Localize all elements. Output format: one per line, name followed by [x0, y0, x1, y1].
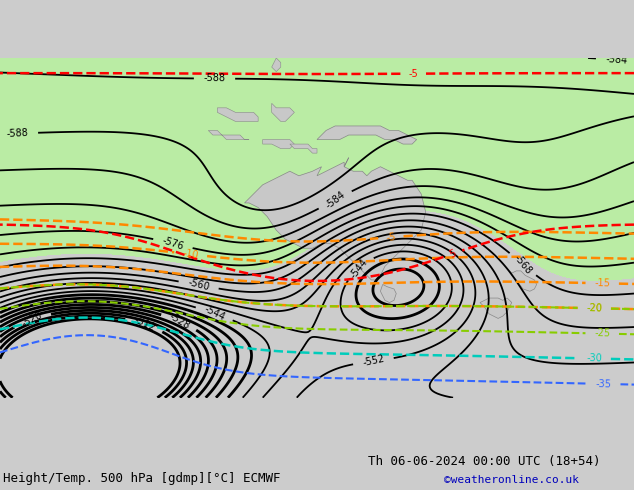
Text: -588: -588	[204, 74, 226, 84]
Polygon shape	[510, 271, 536, 291]
Polygon shape	[262, 140, 294, 148]
Text: -5: -5	[408, 69, 418, 79]
Text: -576: -576	[161, 235, 185, 252]
Polygon shape	[317, 126, 417, 144]
Polygon shape	[209, 130, 249, 140]
Text: -584: -584	[323, 189, 347, 211]
Polygon shape	[380, 285, 396, 302]
Text: -25: -25	[594, 328, 611, 339]
Text: -552: -552	[361, 354, 385, 368]
Text: Height/Temp. 500 hPa [gdmp][°C] ECMWF: Height/Temp. 500 hPa [gdmp][°C] ECMWF	[3, 472, 281, 485]
Polygon shape	[272, 103, 294, 122]
Text: -560: -560	[187, 277, 210, 293]
Text: -584: -584	[605, 54, 628, 65]
Text: 5: 5	[448, 248, 458, 260]
Polygon shape	[480, 298, 512, 319]
Text: -20: -20	[586, 303, 602, 314]
Text: -35: -35	[596, 379, 612, 389]
Text: -20: -20	[586, 303, 602, 314]
Polygon shape	[272, 58, 281, 72]
Text: -15: -15	[594, 278, 611, 289]
Text: -512: -512	[133, 315, 157, 334]
Text: -520: -520	[20, 310, 44, 329]
Text: -544: -544	[348, 256, 370, 280]
Polygon shape	[245, 158, 425, 280]
Text: -588: -588	[6, 128, 29, 139]
Polygon shape	[290, 144, 317, 153]
Text: -544: -544	[202, 304, 226, 323]
Text: -568: -568	[512, 252, 534, 276]
Polygon shape	[217, 108, 258, 122]
Text: Th 06-06-2024 00:00 UTC (18+54): Th 06-06-2024 00:00 UTC (18+54)	[368, 455, 600, 468]
Text: -10: -10	[182, 248, 199, 260]
Text: ©weatheronline.co.uk: ©weatheronline.co.uk	[444, 475, 579, 485]
Text: -5: -5	[385, 232, 396, 243]
Text: -528: -528	[167, 312, 191, 332]
Text: -30: -30	[586, 353, 602, 364]
